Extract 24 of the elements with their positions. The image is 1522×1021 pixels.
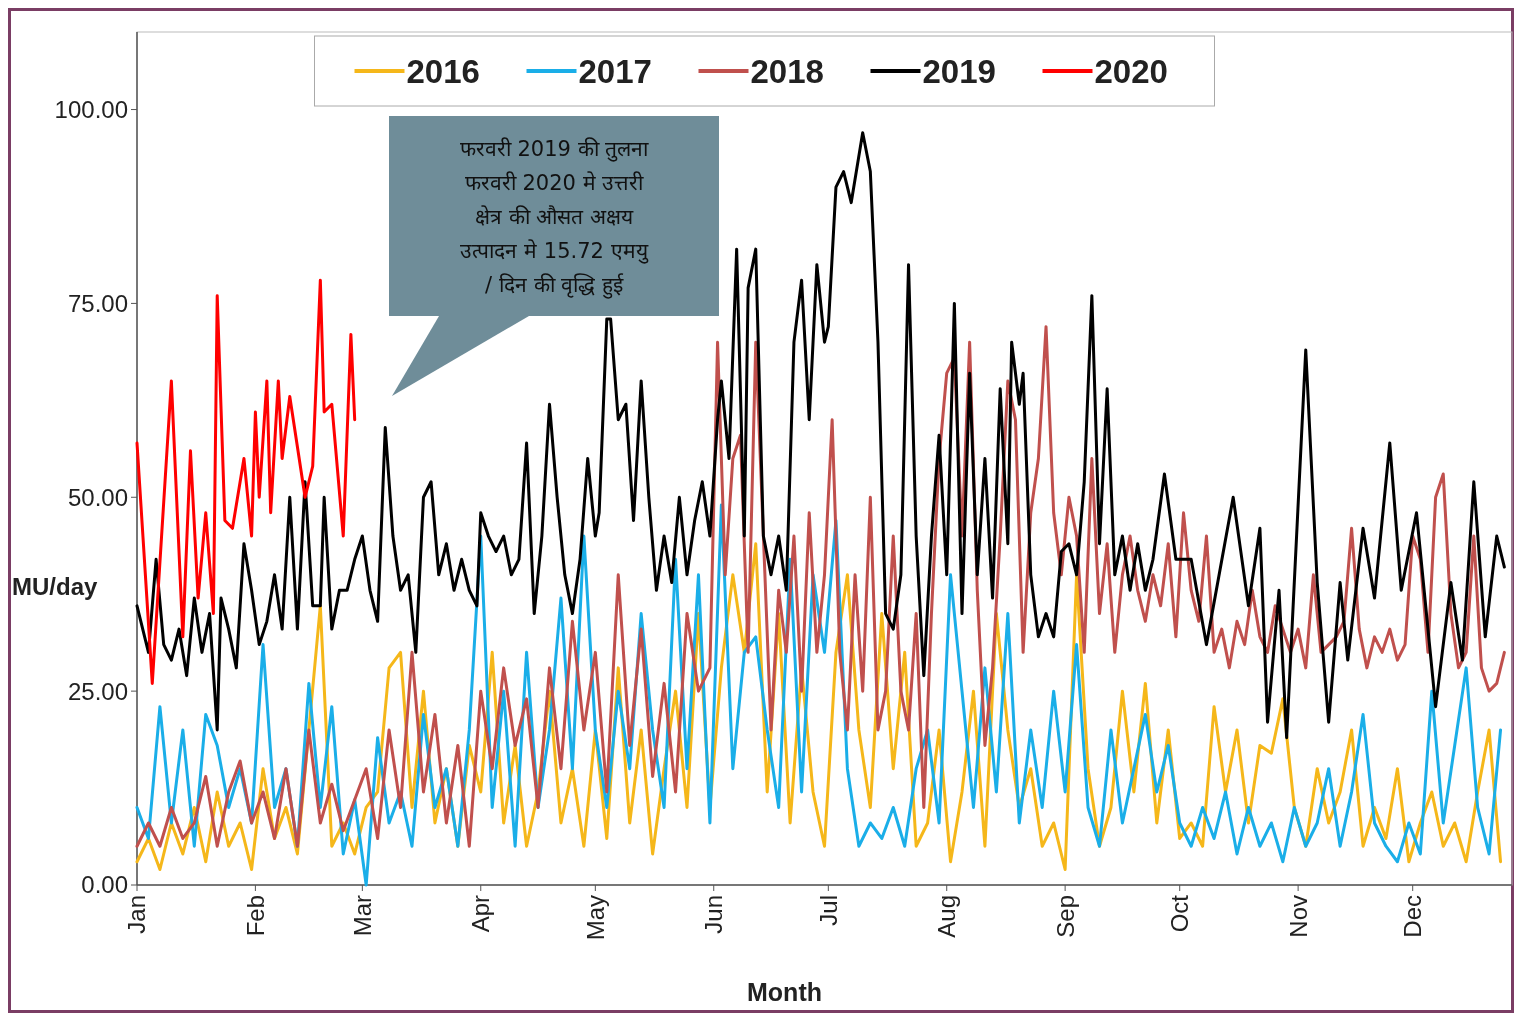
- legend-label: 2020: [1094, 52, 1168, 90]
- line-series: [135, 278, 357, 685]
- x-tick-label: Nov: [1284, 895, 1312, 938]
- legend-label: 2016: [406, 52, 480, 90]
- x-tick-label: Dec: [1399, 895, 1427, 938]
- y-tick-label: 25.00: [67, 677, 128, 705]
- x-tick-label: Jun: [700, 895, 728, 934]
- x-tick-label: May: [581, 895, 609, 941]
- y-tick-label: 50.00: [67, 483, 128, 511]
- y-tick-label: 100.00: [54, 95, 128, 123]
- y-axis-title: MU/day: [12, 572, 98, 600]
- legend-label: 2018: [750, 52, 824, 90]
- legend-label: 2019: [922, 52, 996, 90]
- x-tick-label: Jul: [814, 895, 842, 926]
- x-tick-label: Feb: [241, 895, 269, 937]
- x-axis-title: Month: [747, 978, 822, 1006]
- x-tick-label: Sep: [1051, 895, 1079, 938]
- x-tick-label: Oct: [1166, 894, 1194, 933]
- x-tick-label: Apr: [467, 895, 495, 933]
- y-tick-label: 75.00: [67, 289, 128, 317]
- annotation: फरवरी 2019 की तुलना फरवरी 2020 मे उत्तरी क्षेत्र की औसत अक्षय उत्पादन मे 15.72 एमयु / दिन की वृद्धि हुई: [459, 137, 650, 299]
- legend-label: 2017: [578, 52, 652, 90]
- x-tick-label: Mar: [348, 895, 376, 937]
- x-tick-label: Aug: [933, 895, 961, 938]
